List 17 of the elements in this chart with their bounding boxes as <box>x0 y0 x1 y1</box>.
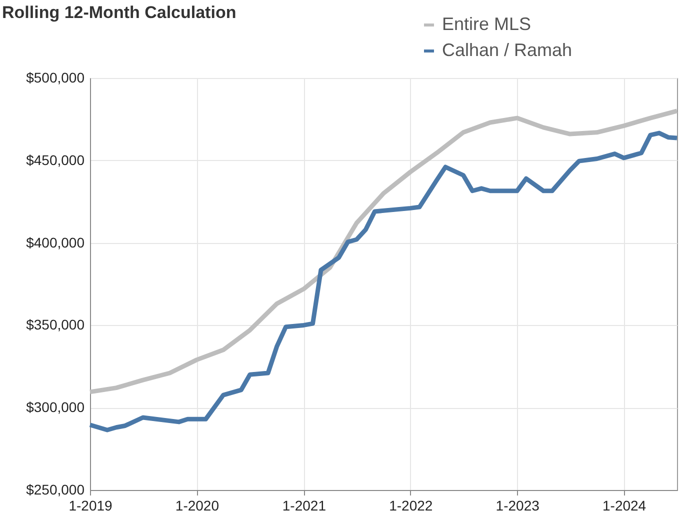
x-tick-label: 1-2020 <box>175 498 220 514</box>
x-tick-label: 1-2021 <box>282 498 326 514</box>
x-tick-label: 1-2023 <box>496 498 540 514</box>
y-tick-label: $350,000 <box>26 316 85 333</box>
line-series <box>88 130 680 432</box>
legend-label: Entire MLS <box>442 14 532 34</box>
chart-title: Rolling 12-Month Calculation <box>2 3 236 22</box>
x-tick-label: 1-2022 <box>389 498 433 514</box>
y-tick-label: $300,000 <box>26 399 85 416</box>
line-series <box>88 108 680 394</box>
x-tick-label: 1-2019 <box>68 498 113 514</box>
y-tick-label: $500,000 <box>26 70 85 86</box>
y-tick-label: $250,000 <box>26 482 85 498</box>
x-tick-label: 1-2024 <box>602 498 646 514</box>
y-tick-label: $400,000 <box>26 234 85 250</box>
legend-label: Calhan / Ramah <box>442 40 572 60</box>
y-tick-label: $450,000 <box>26 152 85 168</box>
